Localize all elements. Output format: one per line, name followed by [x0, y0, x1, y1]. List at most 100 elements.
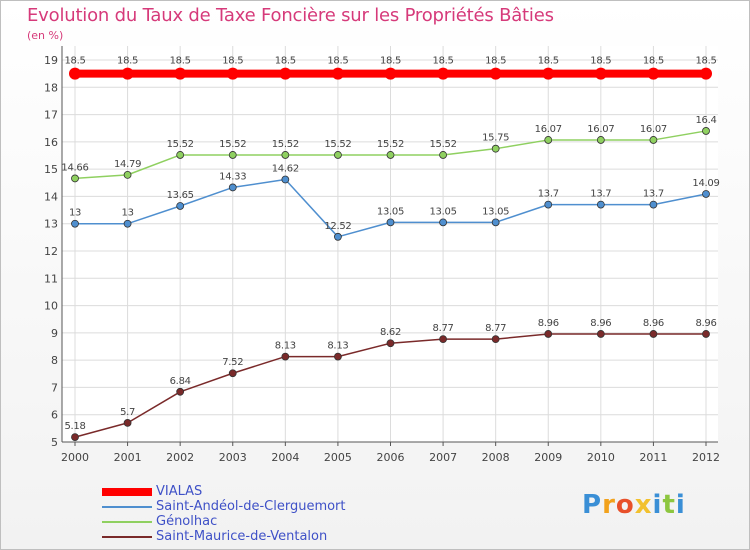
data-label: 18.5: [695, 56, 716, 67]
chart-grid: [62, 46, 718, 443]
y-tick-label: 11: [44, 272, 58, 285]
data-label: 13.05: [482, 206, 509, 217]
data-point: [702, 190, 710, 198]
data-point: [649, 330, 658, 338]
logo-letter: t: [662, 490, 676, 520]
data-label: 8.96: [590, 318, 611, 329]
data-label: 18.5: [590, 56, 611, 67]
data-point: [121, 67, 134, 80]
y-tick-label: 12: [44, 245, 58, 258]
y-tick-label: 10: [44, 300, 58, 313]
data-label: 5.18: [64, 421, 85, 432]
chart-title: Evolution du Taux de Taxe Foncière sur l…: [27, 5, 554, 26]
logo-letter: r: [602, 490, 616, 520]
data-label: 13.65: [167, 190, 194, 201]
x-tick-label: 2011: [639, 451, 667, 464]
data-label: 18.5: [117, 56, 138, 67]
legend-item: Génolhac: [102, 514, 346, 529]
data-label: 14.09: [692, 178, 719, 189]
data-label: 16.07: [640, 124, 667, 135]
data-label: 8.77: [433, 323, 454, 334]
y-tick-label: 15: [44, 163, 58, 176]
data-point: [542, 67, 555, 80]
data-point: [386, 151, 395, 159]
data-point: [176, 151, 185, 159]
data-label: 14.66: [61, 162, 88, 173]
data-label: 18.5: [643, 56, 664, 67]
proxiti-logo: Proxiti: [582, 490, 686, 520]
legend-item: VIALAS: [102, 484, 346, 499]
data-point: [174, 67, 187, 80]
legend-label: Saint-Andéol-de-Clerguemort: [156, 499, 346, 514]
y-tick-label: 6: [51, 409, 58, 422]
data-label: 13.7: [590, 189, 611, 200]
legend-label: Génolhac: [156, 514, 218, 529]
data-label: 16.07: [535, 124, 562, 135]
data-point: [386, 218, 395, 227]
chart-series: [69, 67, 712, 441]
data-point: [649, 136, 658, 144]
data-point: [71, 174, 79, 183]
data-label: 15.52: [377, 139, 404, 150]
x-tick-label: 2007: [429, 451, 457, 464]
data-point: [594, 67, 607, 80]
y-tick-label: 17: [44, 109, 58, 122]
data-point: [334, 232, 342, 241]
x-tick-label: 2004: [271, 451, 299, 464]
data-point: [334, 352, 342, 361]
data-point: [176, 387, 185, 396]
legend-label: VIALAS: [156, 484, 203, 499]
data-point: [544, 136, 553, 144]
x-tick-label: 2010: [587, 451, 615, 464]
data-point: [491, 144, 500, 153]
data-label: 15.52: [167, 139, 194, 150]
data-point: [386, 339, 395, 348]
legend-swatch: [102, 487, 152, 496]
data-point: [281, 352, 290, 361]
data-label: 13.7: [643, 189, 664, 200]
data-point: [439, 335, 447, 344]
y-tick-label: 14: [44, 190, 58, 203]
data-point: [491, 218, 500, 227]
data-label: 18.5: [275, 56, 296, 67]
logo-letter: P: [582, 490, 603, 520]
data-label: 18.5: [170, 56, 191, 67]
data-point: [384, 67, 397, 80]
data-label: 13.05: [377, 206, 404, 217]
data-point: [489, 67, 502, 80]
chart-axes: 5 6 7 8 9 10 11 12 13 14 15 16 17 18 19 2000 2001 2002 200…: [44, 46, 720, 464]
logo-letter: x: [634, 490, 653, 520]
data-label: 8.62: [380, 327, 401, 338]
y-tick-label: 19: [44, 54, 58, 67]
data-label: 14.62: [272, 164, 299, 175]
data-point: [176, 202, 185, 210]
data-label: 18.5: [222, 56, 243, 67]
data-point: [437, 67, 450, 80]
legend-item: Saint-Maurice-de-Ventalon: [102, 529, 346, 544]
data-point: [281, 175, 290, 184]
data-point: [491, 335, 500, 344]
data-label: 18.5: [327, 56, 348, 67]
data-label: 12.52: [324, 221, 351, 232]
data-point: [228, 183, 237, 192]
data-point: [647, 67, 660, 80]
logo-letter: o: [615, 490, 635, 520]
data-point: [123, 170, 132, 179]
data-label: 16.4: [695, 115, 716, 126]
data-label: 8.96: [538, 318, 559, 329]
legend-swatch: [102, 505, 152, 508]
x-tick-label: 2003: [219, 451, 247, 464]
y-tick-label: 7: [51, 381, 58, 394]
data-label: 8.77: [485, 323, 506, 334]
y-tick-label: 5: [51, 436, 58, 449]
legend-swatch: [102, 520, 152, 523]
legend-label: Saint-Maurice-de-Ventalon: [156, 529, 328, 544]
data-label: 15.52: [430, 139, 457, 150]
data-point: [123, 219, 132, 228]
data-point: [279, 67, 292, 80]
data-label: 8.96: [643, 318, 664, 329]
chart-data-labels: 5.18 5.7 6.84 7.52 8.13 8.13 8.62 8.77 8.77 8.96 8…: [61, 56, 719, 432]
data-label: 13: [69, 208, 81, 219]
legend-item: Saint-Andéol-de-Clerguemort: [102, 499, 346, 514]
